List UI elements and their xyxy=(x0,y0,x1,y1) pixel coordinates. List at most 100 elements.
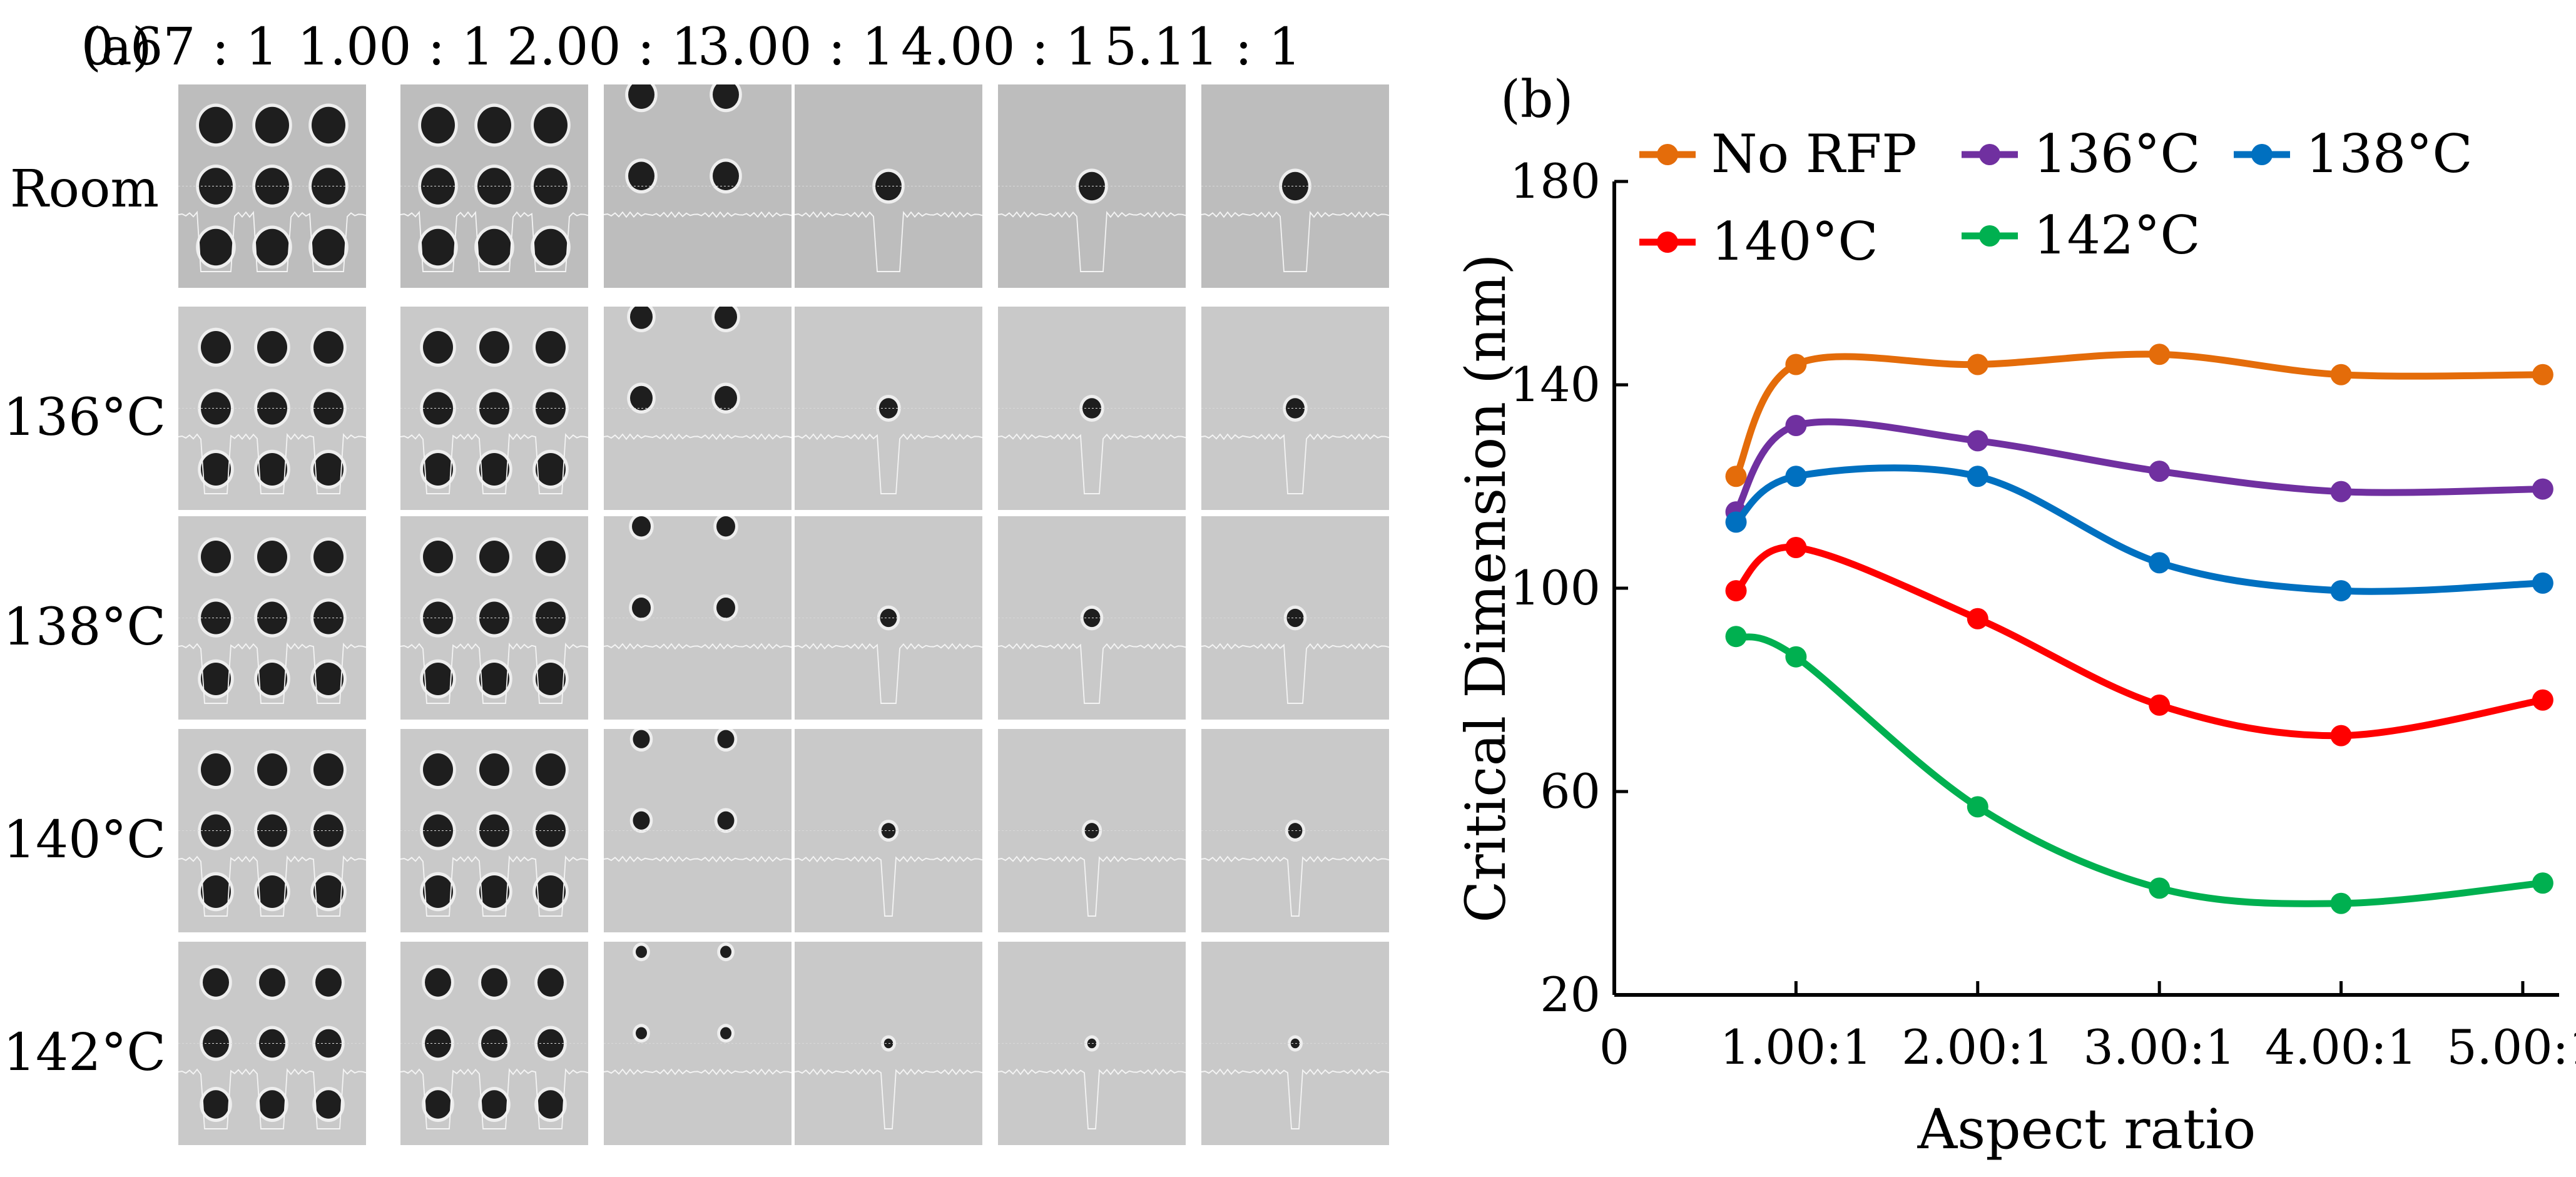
data-point xyxy=(1785,415,1807,436)
data-point xyxy=(2149,694,2171,716)
data-point xyxy=(1785,354,1807,375)
series-138-c xyxy=(1725,464,2553,602)
sem-micrograph xyxy=(400,516,588,720)
data-point xyxy=(1967,608,1988,629)
legend-label: 136°C xyxy=(2034,123,2201,185)
data-point xyxy=(2330,580,2352,602)
sem-micrograph xyxy=(998,942,1186,1145)
x-tick-label: 0 xyxy=(1599,1019,1629,1075)
sem-micrograph xyxy=(998,84,1186,288)
legend-marker xyxy=(2251,144,2273,165)
data-point xyxy=(1785,537,1807,558)
data-point xyxy=(1725,626,1747,648)
panel-a-label: (a) xyxy=(81,18,152,77)
y-tick-label: 140 xyxy=(1510,357,1601,412)
data-point xyxy=(2330,364,2352,385)
row-header-5: 142°C xyxy=(3,1023,166,1083)
data-point xyxy=(2149,461,2171,482)
sem-micrograph xyxy=(178,729,366,932)
data-point xyxy=(2532,689,2553,711)
series-line xyxy=(1733,464,2543,595)
data-point xyxy=(2532,478,2553,500)
series-line xyxy=(1734,633,2543,907)
panel-a-micrograph-grid: (a) 0.67 : 1 1.00 : 1 2.00 : 1 3.00 : 1 4.00… xyxy=(3,18,1389,1145)
data-point xyxy=(1785,646,1807,668)
data-point xyxy=(2532,364,2553,385)
legend-item: 140°C xyxy=(1639,211,1878,272)
series-136-c xyxy=(1725,415,2553,523)
data-point xyxy=(1967,430,1988,452)
series-140-c xyxy=(1725,537,2553,746)
legend-marker xyxy=(1657,144,1678,165)
legend-label: 138°C xyxy=(2306,123,2473,185)
x-tick-label: 4.00:1 xyxy=(2265,1019,2417,1075)
legend-marker xyxy=(1657,232,1678,253)
sem-micrograph xyxy=(795,307,982,510)
legend-item: 136°C xyxy=(1962,123,2201,185)
sem-micrograph xyxy=(795,516,982,720)
data-point xyxy=(1785,466,1807,487)
sem-micrograph xyxy=(998,516,1186,720)
y-tick-label: 180 xyxy=(1510,153,1601,209)
column-header-1: 0.67 : 1 xyxy=(81,18,278,77)
x-axis-label: Aspect ratio xyxy=(1917,1097,2256,1161)
sem-micrograph xyxy=(400,84,588,288)
x-tick-label: 1.00:1 xyxy=(1720,1019,1872,1075)
series-line xyxy=(1733,350,2543,478)
legend-marker xyxy=(1979,225,2000,247)
legend-marker xyxy=(1979,144,2000,165)
sem-micrograph xyxy=(795,729,982,932)
line-chart: 20 60 100 140 180 0 1.00:1 2.00:1 3.00:1 4.00:1 5.… xyxy=(1453,123,2576,1161)
column-header-4: 3.00 : 1 xyxy=(698,18,895,77)
sem-micrograph xyxy=(1201,516,1389,720)
sem-micrograph xyxy=(178,516,366,720)
row-header-1: Room xyxy=(9,160,160,219)
sem-micrograph xyxy=(400,307,588,510)
column-header-3: 2.00 : 1 xyxy=(507,18,704,77)
row-header-2: 136°C xyxy=(3,388,166,447)
sem-micrograph xyxy=(178,942,366,1145)
column-header-5: 4.00 : 1 xyxy=(901,18,1098,77)
data-point xyxy=(2149,552,2171,574)
x-tick-label: 2.00:1 xyxy=(1901,1019,2054,1075)
data-point xyxy=(2330,892,2352,914)
sem-micrograph xyxy=(795,942,982,1145)
y-tick-label: 20 xyxy=(1540,967,1601,1022)
legend-label: 142°C xyxy=(2034,205,2201,266)
sem-micrograph xyxy=(400,942,588,1145)
data-point xyxy=(2149,344,2171,365)
column-header-6: 5.11 : 1 xyxy=(1104,18,1301,77)
panel-b-chart: (b) 20 60 100 140 180 0 1.00:1 2.00:1 3.00:1 4.00… xyxy=(1414,0,2576,1177)
sem-micrograph xyxy=(998,307,1186,510)
x-tick-label: 5.00:1 xyxy=(2446,1019,2576,1075)
x-tick-label: 3.00:1 xyxy=(2084,1019,2236,1075)
y-tick-label: 100 xyxy=(1510,560,1601,616)
sem-micrograph xyxy=(178,84,366,288)
legend-item: 138°C xyxy=(2234,123,2473,185)
sem-micrograph xyxy=(604,84,792,288)
sem-micrograph xyxy=(604,729,792,932)
legend-label: No RFP xyxy=(1711,123,1917,185)
data-point xyxy=(1725,580,1747,602)
series-142-c xyxy=(1725,626,2553,914)
data-point xyxy=(2330,481,2352,502)
legend-label: 140°C xyxy=(1711,211,1878,272)
sem-micrograph xyxy=(1201,942,1389,1145)
sem-micrograph xyxy=(604,307,792,510)
sem-micrograph xyxy=(1201,729,1389,932)
column-header-2: 1.00 : 1 xyxy=(297,18,494,77)
sem-micrograph xyxy=(400,729,588,932)
data-point xyxy=(2330,725,2352,746)
data-point xyxy=(1725,466,1747,487)
sem-micrograph xyxy=(604,942,792,1145)
series-no-rfp xyxy=(1725,344,2553,487)
row-header-3: 138°C xyxy=(3,598,166,657)
data-point xyxy=(2532,572,2553,594)
sem-micrograph xyxy=(178,307,366,510)
sem-micrograph xyxy=(604,516,792,720)
data-point xyxy=(1967,354,1988,375)
legend-item: 142°C xyxy=(1962,205,2201,266)
sem-micrograph xyxy=(1201,84,1389,288)
sem-micrograph xyxy=(1201,307,1389,510)
sem-micrograph xyxy=(795,84,982,288)
